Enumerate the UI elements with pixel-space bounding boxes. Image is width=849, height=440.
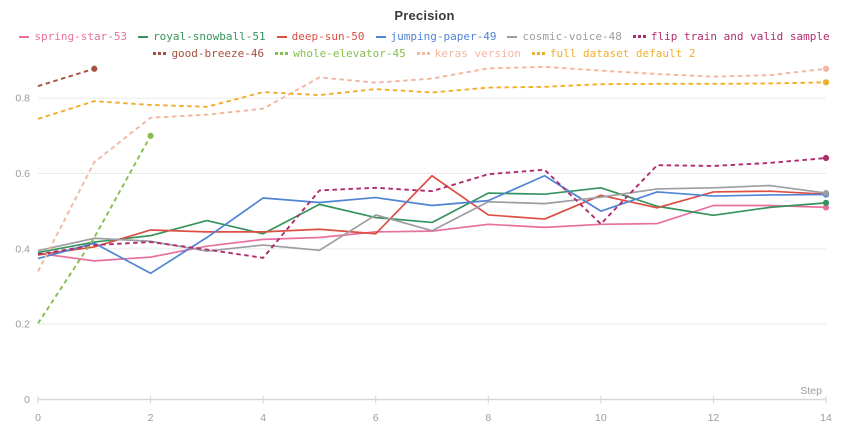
- legend-item-7[interactable]: whole-elevator-45: [275, 46, 406, 61]
- x-tick-label: 4: [260, 412, 266, 424]
- y-tick-label: 0.4: [15, 243, 30, 255]
- legend-item-label: deep-sun-50: [291, 30, 365, 43]
- x-tick-label: 8: [485, 412, 491, 424]
- series-line-7: [37, 135, 152, 324]
- y-tick-label: 0.6: [15, 168, 30, 180]
- series-line-9: [37, 81, 827, 120]
- solid-line-swatch-icon: [276, 35, 287, 38]
- solid-line-swatch-icon: [19, 35, 30, 38]
- y-tick-label: 0: [24, 394, 30, 406]
- series-end-dot-9: [822, 79, 830, 86]
- x-tick-label: 0: [35, 412, 41, 424]
- legend-item-label: good-breeze-46: [171, 47, 265, 60]
- series-end-dot-6: [91, 65, 98, 72]
- legend-item-label: royal-snowball-51: [153, 30, 266, 43]
- dotted-line-swatch-icon: [416, 52, 430, 55]
- series-line-8: [37, 65, 827, 272]
- legend-item-9[interactable]: full dataset default 2: [531, 46, 696, 61]
- dotted-line-swatch-icon: [531, 52, 545, 55]
- dotted-line-swatch-icon: [632, 35, 646, 38]
- legend-item-1[interactable]: royal-snowball-51: [138, 29, 266, 44]
- legend: spring-star-53 royal-snowball-51 deep-sun-…: [0, 29, 849, 61]
- legend-item-label: jumping-paper-49: [390, 30, 497, 43]
- legend-item-5[interactable]: flip train and valid sample: [632, 29, 830, 44]
- x-tick-label: 10: [595, 412, 607, 424]
- series-line-5: [37, 157, 827, 259]
- series-end-dot-0: [822, 204, 830, 211]
- dotted-line-swatch-icon: [153, 52, 167, 55]
- chart-title: Precision: [394, 8, 455, 23]
- legend-item-label: spring-star-53: [34, 30, 128, 43]
- series-line-2: [37, 174, 827, 256]
- x-tick-label: 2: [148, 412, 154, 424]
- y-tick-label: 0.8: [15, 93, 30, 105]
- series-end-dot-5: [822, 154, 830, 162]
- solid-line-swatch-icon: [375, 35, 386, 38]
- legend-item-label: full dataset default 2: [549, 47, 696, 60]
- legend-item-8[interactable]: keras version: [416, 46, 521, 61]
- legend-item-label: keras version: [434, 47, 521, 60]
- x-tick-label: 12: [708, 412, 720, 424]
- legend-item-2[interactable]: deep-sun-50: [276, 29, 365, 44]
- series-end-dot-1: [822, 199, 830, 206]
- solid-line-swatch-icon: [138, 35, 149, 38]
- x-tick-label: 14: [820, 412, 832, 424]
- legend-item-6[interactable]: good-breeze-46: [153, 46, 264, 61]
- legend-item-4[interactable]: cosmic-voice-48: [507, 29, 622, 44]
- series-end-dot-4: [822, 189, 830, 197]
- series-end-dot-8: [822, 65, 830, 72]
- series-end-dot-7: [147, 132, 154, 139]
- x-tick-label: 6: [373, 412, 379, 424]
- solid-line-swatch-icon: [507, 35, 518, 38]
- legend-item-label: flip train and valid sample: [650, 30, 830, 43]
- series-line-3: [37, 174, 827, 275]
- dotted-line-swatch-icon: [275, 52, 289, 55]
- legend-item-label: cosmic-voice-48: [522, 30, 622, 43]
- y-tick-label: 0.2: [15, 319, 30, 331]
- legend-item-3[interactable]: jumping-paper-49: [375, 29, 497, 44]
- series-line-6: [37, 67, 95, 87]
- x-axis-title: Step: [800, 385, 822, 397]
- legend-item-0[interactable]: spring-star-53: [19, 29, 127, 44]
- legend-item-label: whole-elevator-45: [293, 47, 406, 60]
